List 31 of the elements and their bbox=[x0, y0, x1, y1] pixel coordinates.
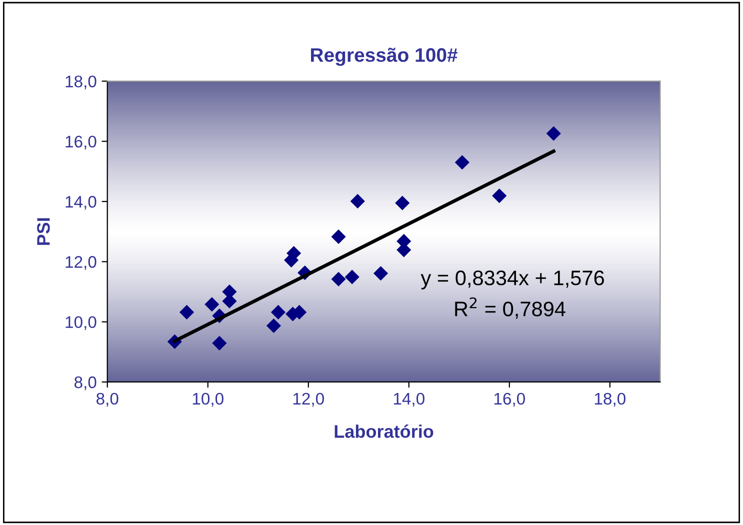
chart-title: Regressão 100# bbox=[311, 48, 458, 66]
x-tick-label: 14,0 bbox=[394, 392, 424, 407]
point bbox=[331, 272, 346, 286]
x-tick-label: 10,0 bbox=[192, 392, 224, 407]
y-axis-title: PSI bbox=[37, 218, 50, 245]
x-tick-label: 8,0 bbox=[96, 392, 118, 407]
point bbox=[179, 304, 194, 320]
point bbox=[373, 266, 388, 281]
y-tick-label: 8,0 bbox=[74, 376, 96, 390]
point bbox=[350, 194, 365, 208]
y-tick-label: 14,0 bbox=[66, 196, 96, 210]
x-tick-label: 16,0 bbox=[494, 392, 525, 407]
point bbox=[546, 126, 561, 141]
annotation: R$^{2}$ = 0,7894 bbox=[455, 297, 566, 319]
point bbox=[270, 304, 286, 320]
point bbox=[395, 196, 410, 210]
annotation: y = 0,8334x + 1,576 bbox=[420, 270, 604, 290]
y-tick-label: 16,0 bbox=[66, 136, 96, 150]
point bbox=[454, 155, 470, 170]
point bbox=[331, 229, 346, 244]
y-tick-label: 18,0 bbox=[66, 76, 96, 90]
point bbox=[492, 188, 507, 204]
point bbox=[266, 318, 281, 334]
point bbox=[212, 336, 227, 350]
y-tick-label: 12,0 bbox=[66, 256, 96, 270]
x-tick-label: 12,0 bbox=[293, 392, 324, 407]
x-axis-title: Laboratório bbox=[334, 424, 434, 438]
y-tick-label: 10,0 bbox=[66, 316, 96, 330]
point bbox=[344, 270, 360, 284]
point bbox=[204, 297, 220, 312]
x-tick-label: 18,0 bbox=[594, 392, 626, 407]
